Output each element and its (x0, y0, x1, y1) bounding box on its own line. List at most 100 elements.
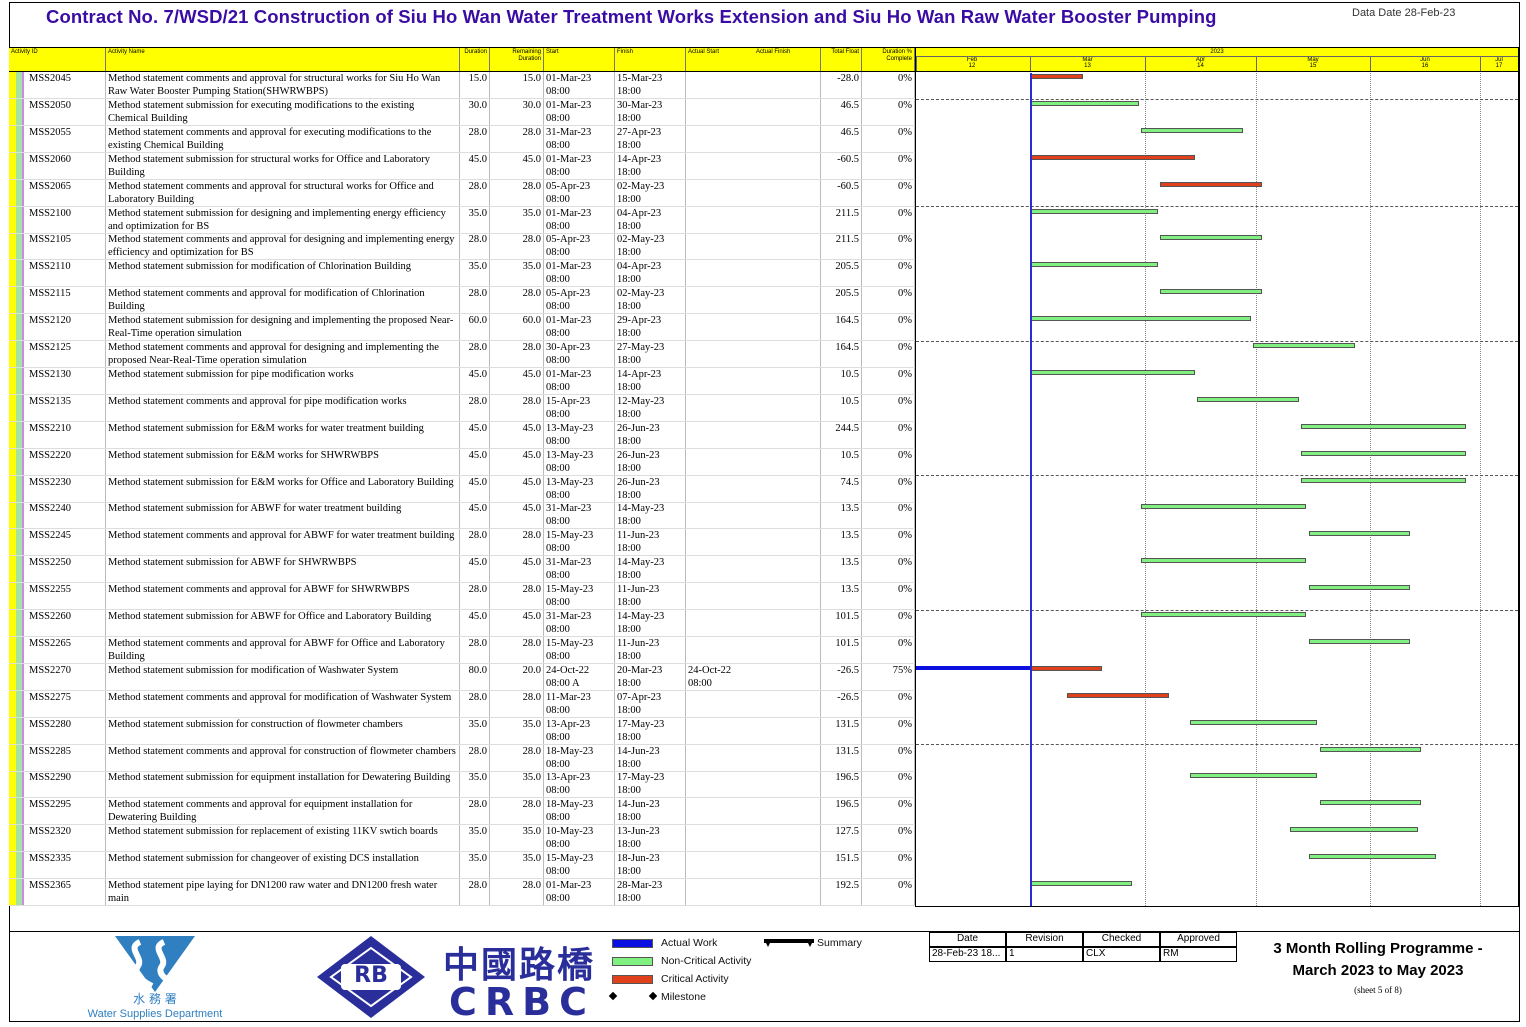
non-critical-activity-bar[interactable] (1030, 881, 1132, 886)
start-time-value: 08:00 (546, 435, 570, 447)
table-row[interactable]: MSS2100 Method statement submission for d… (9, 207, 915, 234)
non-critical-activity-bar[interactable] (1030, 101, 1140, 106)
wbs-band (16, 233, 22, 260)
table-row[interactable]: MSS2280 Method statement submission for c… (9, 718, 915, 745)
duration-pct-complete: 0% (862, 368, 915, 395)
col-finish[interactable]: Finish (615, 48, 686, 71)
non-critical-activity-bar[interactable] (1141, 504, 1307, 509)
table-row[interactable]: MSS2255 Method statement comments and app… (9, 583, 915, 610)
non-critical-activity-bar[interactable] (1319, 800, 1422, 805)
non-critical-activity-bar[interactable] (1301, 478, 1466, 483)
table-row[interactable]: MSS2270 Method statement submission for m… (9, 664, 915, 691)
non-critical-activity-bar[interactable] (1308, 531, 1411, 536)
table-row[interactable]: MSS2320 Method statement submission for r… (9, 825, 915, 852)
table-row[interactable]: MSS2245 Method statement comments and app… (9, 529, 915, 556)
activity-id: MSS2295 (24, 798, 106, 825)
table-row[interactable]: MSS2295 Method statement comments and app… (9, 798, 915, 825)
finish-date: 13-Jun-23 18:00 (615, 825, 686, 852)
table-row[interactable]: MSS2130 Method statement submission for p… (9, 368, 915, 395)
start-time-value: 08:00 (546, 193, 570, 205)
table-row[interactable]: MSS2290 Method statement submission for e… (9, 771, 915, 798)
critical-activity-bar[interactable] (1159, 182, 1262, 187)
col-activity-id[interactable]: Activity ID (9, 48, 106, 71)
non-critical-activity-bar[interactable] (1308, 639, 1411, 644)
col-remaining-duration[interactable]: Remaining Duration (490, 48, 544, 71)
table-row[interactable]: MSS2335 Method statement submission for c… (9, 852, 915, 879)
table-row[interactable]: MSS2065 Method statement comments and app… (9, 180, 915, 207)
non-critical-activity-bar[interactable] (1301, 451, 1466, 456)
table-row[interactable]: MSS2055 Method statement comments and app… (9, 126, 915, 153)
non-critical-activity-bar[interactable] (1030, 262, 1158, 267)
col-activity-name[interactable]: Activity Name (106, 48, 460, 71)
critical-activity-bar[interactable] (1030, 74, 1084, 79)
table-row[interactable]: MSS2135 Method statement comments and app… (9, 395, 915, 422)
table-row[interactable]: MSS2125 Method statement comments and app… (9, 341, 915, 368)
actual-work-bar[interactable] (916, 666, 1030, 670)
table-row[interactable]: MSS2265 Method statement comments and app… (9, 637, 915, 664)
critical-activity-bar[interactable] (1067, 693, 1169, 698)
non-critical-activity-bar[interactable] (1141, 128, 1244, 133)
activity-name: Method statement submission for ABWF for… (106, 502, 460, 529)
non-critical-activity-bar[interactable] (1159, 289, 1262, 294)
total-float: -26.5 (821, 664, 862, 691)
table-row[interactable]: MSS2045 Method statement comments and app… (9, 72, 915, 99)
critical-activity-bar[interactable] (1030, 155, 1195, 160)
col-total-float[interactable]: Total Float (821, 48, 862, 71)
activity-name: Method statement submission for pipe mod… (106, 368, 460, 395)
table-row[interactable]: MSS2250 Method statement submission for A… (9, 556, 915, 583)
activity-name: Method statement comments and approval f… (106, 691, 460, 718)
wbs-band (9, 583, 16, 610)
table-row[interactable]: MSS2365 Method statement pipe laying for … (9, 879, 915, 906)
table-row[interactable]: MSS2260 Method statement submission for A… (9, 610, 915, 637)
col-actual-start[interactable]: Actual Start (688, 49, 720, 55)
non-critical-activity-bar[interactable] (1197, 397, 1299, 402)
non-critical-activity-bar[interactable] (1252, 343, 1355, 348)
finish-date-value: 14-Jun-23 (617, 746, 660, 757)
finish-date: 14-Apr-23 18:00 (615, 153, 686, 180)
duration-pct-complete: 0% (862, 287, 915, 314)
finish-date: 14-May-23 18:00 (615, 610, 686, 637)
table-row[interactable]: MSS2230 Method statement submission for E… (9, 476, 915, 503)
non-critical-activity-bar[interactable] (1301, 424, 1466, 429)
non-critical-activity-bar[interactable] (1308, 585, 1411, 590)
table-row[interactable]: MSS2220 Method statement submission for E… (9, 449, 915, 476)
remaining-duration: 28.0 (490, 583, 544, 610)
non-critical-activity-bar[interactable] (1289, 827, 1418, 832)
activity-name: Method statement submission for construc… (106, 718, 460, 745)
col-actual-finish[interactable]: Actual Finish (754, 48, 821, 71)
start-date: 18-May-23 08:00 (544, 798, 615, 825)
non-critical-activity-bar[interactable] (1030, 370, 1195, 375)
col-start[interactable]: Start (544, 48, 615, 71)
non-critical-activity-bar[interactable] (1189, 720, 1318, 725)
non-critical-activity-bar[interactable] (1319, 747, 1422, 752)
finish-date-value: 12-May-23 (617, 396, 665, 407)
table-row[interactable]: MSS2115 Method statement comments and app… (9, 287, 915, 314)
wbs-band (9, 556, 16, 583)
non-critical-activity-bar[interactable] (1159, 235, 1262, 240)
non-critical-activity-bar[interactable] (1308, 854, 1437, 859)
table-row[interactable]: MSS2105 Method statement comments and app… (9, 233, 915, 260)
col-duration-pct[interactable]: Duration % Complete (862, 48, 915, 71)
non-critical-activity-bar[interactable] (1141, 558, 1307, 563)
non-critical-activity-bar[interactable] (1030, 209, 1158, 214)
table-row[interactable]: MSS2060 Method statement submission for s… (9, 153, 915, 180)
non-critical-activity-bar[interactable] (1141, 612, 1307, 617)
table-row[interactable]: MSS2285 Method statement comments and app… (9, 745, 915, 772)
start-date-value: 31-Mar-23 (546, 127, 592, 138)
start-date: 05-Apr-23 08:00 (544, 287, 615, 314)
critical-activity-bar[interactable] (1030, 666, 1103, 671)
start-date-value: 18-May-23 (546, 746, 594, 757)
table-row[interactable]: MSS2240 Method statement submission for A… (9, 502, 915, 529)
row-divider (9, 448, 915, 449)
table-row[interactable]: MSS2120 Method statement submission for d… (9, 314, 915, 341)
non-critical-activity-bar[interactable] (1030, 316, 1251, 321)
start-time-value: 08:00 (546, 408, 570, 420)
gantt-band-separator (916, 99, 1518, 100)
table-row[interactable]: MSS2050 Method statement submission for e… (9, 99, 915, 126)
table-row[interactable]: MSS2275 Method statement comments and app… (9, 691, 915, 718)
table-row[interactable]: MSS2210 Method statement submission for E… (9, 422, 915, 449)
col-duration[interactable]: Duration (460, 48, 490, 71)
non-critical-activity-bar[interactable] (1189, 773, 1318, 778)
actual-start-value: 24-Oct-22 (688, 665, 732, 676)
table-row[interactable]: MSS2110 Method statement submission for m… (9, 260, 915, 287)
